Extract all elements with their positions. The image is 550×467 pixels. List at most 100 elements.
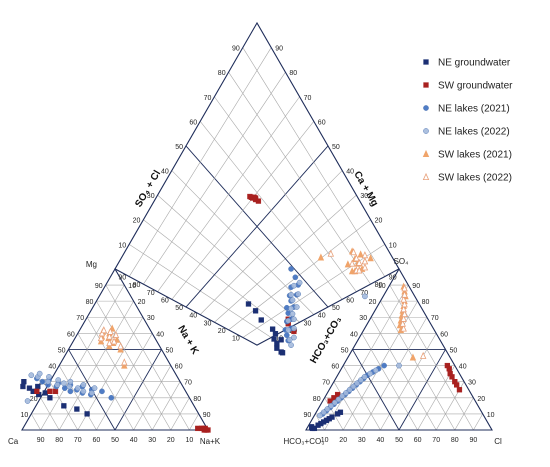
anion-left-tick: 70 (322, 380, 330, 387)
diamond-point-nel22 (289, 297, 296, 304)
cation-left-tick: 50 (58, 347, 66, 354)
diamond-upper-right-tick: 20 (375, 218, 383, 225)
cation-right-tick: 80 (193, 396, 201, 403)
anion-point-nel22 (350, 383, 357, 390)
legend-entry-swg: SW groundwater (423, 81, 513, 92)
diamond-grid-a (128, 47, 272, 277)
legend: NE groundwater SW groundwater NE lakes (20… (422, 58, 513, 184)
diamond-point-nel22 (296, 279, 303, 286)
cation-point-nel21 (108, 394, 115, 401)
anion-point-nel22 (396, 362, 402, 369)
diamond-upper-left-tick: 30 (147, 193, 155, 200)
anion-left-tick: 10 (378, 283, 386, 290)
cation-point-swg (47, 388, 53, 394)
anion-triangle-grid-a (370, 317, 437, 431)
anion-point-swl22 (401, 300, 408, 308)
cation-point-nel22 (36, 370, 43, 377)
diamond-point-swl22 (348, 259, 356, 267)
legend-label-swl22: SW lakes (2022) (438, 173, 512, 184)
anion-left-tick: 30 (359, 315, 367, 322)
series-swl22 (97, 248, 427, 366)
diamond-lower-right-tick: 70 (360, 290, 368, 297)
cation-bottom-tick: 10 (186, 437, 194, 444)
cation-point-nel22 (88, 390, 95, 396)
diamond-lower-left-tick: 40 (189, 313, 197, 320)
legend-swatch-nel21 (423, 105, 429, 111)
diamond-lower-left-tick: 10 (232, 336, 240, 343)
anion-bottom-tick: 10 (321, 437, 329, 444)
cation-point-nel21 (67, 388, 74, 395)
diamond-lower-right-tick: 30 (304, 320, 312, 327)
diamond-upper-right-tick: 90 (275, 46, 283, 53)
anion-point-nel22 (324, 406, 331, 412)
cation-point-swl22 (106, 332, 113, 340)
anion-bottom-tick: 90 (470, 437, 478, 444)
cation-triangle-grid-b (189, 413, 199, 431)
cation-point-nel22 (80, 388, 87, 395)
cation-triangle-grid-b (151, 381, 181, 431)
cation-left-tick: 40 (48, 364, 56, 371)
anion-point-nel22 (339, 393, 346, 400)
cation-left-tick: 70 (76, 315, 84, 322)
diamond-point-swl21 (317, 253, 325, 261)
cation-point-swl22 (107, 327, 114, 335)
diamond-point-nel22 (362, 293, 368, 300)
cation-triangle-grid-a (105, 284, 190, 431)
diamond-point-neg (271, 336, 277, 342)
cation-triangle-grid-b (114, 349, 162, 431)
cation-right-tick: 90 (203, 412, 211, 419)
cation-left-tick: 10 (21, 412, 29, 419)
legend-label-nel21: NE lakes (2021) (438, 104, 510, 115)
cation-point-nel22 (74, 385, 81, 391)
diamond-upper-right-tick: 70 (304, 95, 312, 102)
anion-right-tick: 50 (450, 347, 458, 354)
diamond-upper-left-tick: 60 (189, 119, 197, 126)
cation-right-tick: 70 (184, 380, 192, 387)
diamond-point-nel22 (285, 317, 292, 324)
cation-point-swg (195, 425, 201, 432)
anion-point-swl22 (401, 284, 408, 292)
diamond-point-neg (258, 317, 264, 323)
diamond-point-nel22 (291, 316, 297, 323)
diamond-lower-left-tick: 90 (118, 275, 126, 282)
diamond-point-nel22 (288, 305, 294, 312)
diamond-point-swl22 (356, 266, 363, 274)
diamond-point-swl21 (344, 260, 352, 268)
legend-entry-swl22: SW lakes (2022) (422, 173, 512, 184)
diamond-point-nel22 (291, 282, 297, 289)
anion-point-nel22 (361, 373, 368, 380)
diamond-upper-right-tick: 40 (346, 169, 354, 176)
anion-point-nel22 (346, 386, 353, 393)
cation-right-tick: 60 (175, 364, 183, 371)
anion-point-swg (454, 382, 460, 388)
diamond-point-neg (274, 345, 280, 351)
diamond-grid-b (199, 121, 343, 300)
anion-right-tick: 60 (440, 331, 448, 338)
cation-corner-ca-label: Ca (8, 437, 19, 446)
diamond-upper-left-tick: 10 (118, 242, 126, 249)
cation-point-neg (26, 385, 33, 391)
cation-bottom-tick: 40 (130, 437, 138, 444)
cation-left-tick: 60 (67, 331, 75, 338)
cation-triangle-frame (21, 267, 209, 431)
anion-point-nel22 (331, 399, 338, 406)
cation-point-nel21 (39, 378, 46, 385)
cation-right-tick: 40 (156, 331, 164, 338)
cation-bottom-tick: 70 (74, 437, 82, 444)
cation-point-neg (20, 383, 26, 390)
diamond-so4cl-axis-label: SO₄ + Cl (133, 168, 163, 209)
cation-point-swl22 (97, 334, 105, 342)
anion-point-nel22 (343, 390, 349, 396)
anion-point-swg (456, 387, 463, 393)
anion-point-swl22 (400, 314, 407, 322)
cation-point-neg (21, 379, 27, 385)
anion-point-swg (446, 366, 452, 372)
cation-right-tick: 30 (147, 315, 155, 322)
diamond-lower-right-tick: 60 (346, 297, 354, 304)
legend-swatch-swl21 (422, 149, 430, 158)
diamond-upper-left-tick: 40 (161, 169, 169, 176)
diamond-camg-axis-label: Ca + Mg (351, 169, 380, 208)
anion-bottom-tick: 80 (451, 437, 459, 444)
anion-corner-cl-label: Cl (494, 437, 502, 446)
